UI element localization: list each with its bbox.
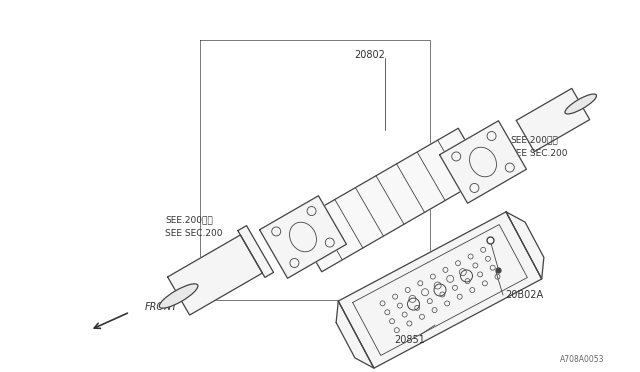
Ellipse shape <box>448 137 497 168</box>
Polygon shape <box>260 196 346 278</box>
Ellipse shape <box>283 232 332 263</box>
Polygon shape <box>168 235 262 315</box>
Polygon shape <box>238 225 273 278</box>
Text: A708A0053: A708A0053 <box>560 356 605 365</box>
Text: SEE SEC.200: SEE SEC.200 <box>165 228 223 237</box>
Polygon shape <box>294 128 486 272</box>
Polygon shape <box>336 301 374 368</box>
Polygon shape <box>339 212 541 368</box>
Text: 20851: 20851 <box>395 335 426 345</box>
Text: SEE.200参照: SEE.200参照 <box>165 215 212 224</box>
Ellipse shape <box>159 284 198 308</box>
Polygon shape <box>506 212 544 279</box>
Text: SEE SEC.200: SEE SEC.200 <box>510 148 568 157</box>
Polygon shape <box>440 121 527 203</box>
Text: 20B02A: 20B02A <box>505 290 543 300</box>
Text: FRONT: FRONT <box>145 302 179 312</box>
Ellipse shape <box>565 94 596 114</box>
Text: SEE.200参照: SEE.200参照 <box>510 135 557 144</box>
Text: 20802: 20802 <box>355 50 385 60</box>
Polygon shape <box>516 89 589 151</box>
